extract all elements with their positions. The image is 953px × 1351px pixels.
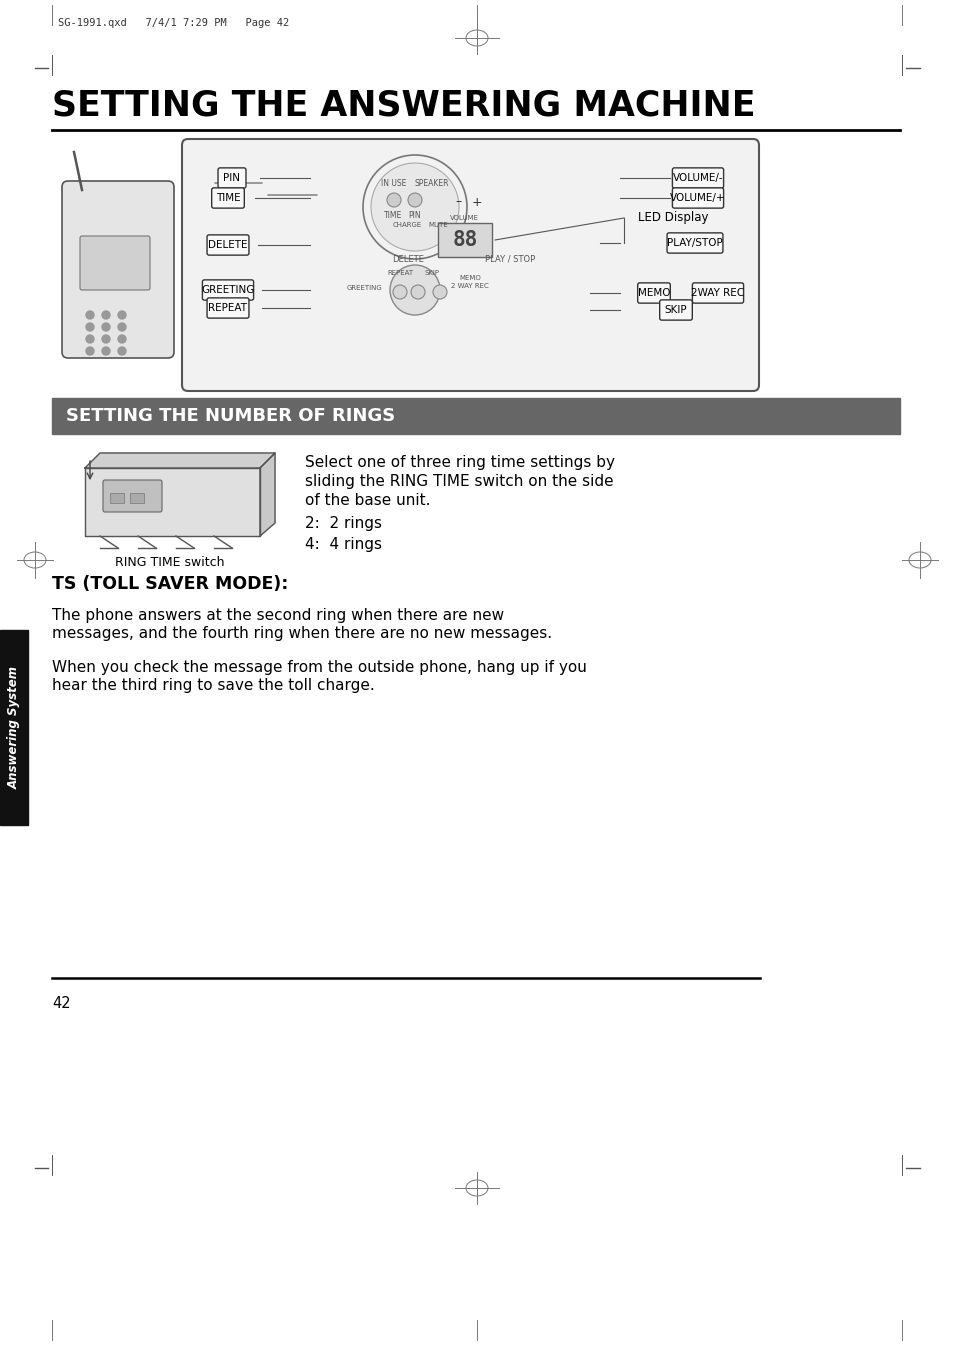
- Bar: [52, 399, 899, 434]
- Text: +: +: [471, 196, 482, 208]
- Text: Select one of three ring time settings by: Select one of three ring time settings b…: [305, 455, 615, 470]
- FancyBboxPatch shape: [672, 168, 722, 188]
- Circle shape: [118, 335, 126, 343]
- Text: SETTING THE ANSWERING MACHINE: SETTING THE ANSWERING MACHINE: [52, 88, 755, 122]
- Text: PIN: PIN: [408, 211, 421, 219]
- Text: SPEAKER: SPEAKER: [415, 180, 449, 189]
- Circle shape: [390, 265, 439, 315]
- Polygon shape: [85, 453, 274, 467]
- FancyBboxPatch shape: [212, 188, 244, 208]
- Text: GREETING: GREETING: [346, 285, 381, 290]
- Circle shape: [387, 193, 400, 207]
- Text: VOLUME/-: VOLUME/-: [672, 173, 722, 182]
- Text: When you check the message from the outside phone, hang up if you: When you check the message from the outs…: [52, 661, 586, 676]
- Text: MEMO
2 WAY REC: MEMO 2 WAY REC: [451, 276, 488, 289]
- Text: REPEAT: REPEAT: [387, 270, 413, 276]
- Text: sliding the RING TIME switch on the side: sliding the RING TIME switch on the side: [305, 474, 613, 489]
- Bar: [110, 493, 124, 503]
- Text: TIME: TIME: [383, 211, 402, 219]
- Circle shape: [86, 323, 94, 331]
- Circle shape: [102, 323, 110, 331]
- Text: RING TIME switch: RING TIME switch: [115, 557, 225, 569]
- Bar: [0, 630, 28, 825]
- Text: LED Display: LED Display: [638, 212, 708, 224]
- FancyBboxPatch shape: [62, 181, 173, 358]
- Text: PLAY / STOP: PLAY / STOP: [484, 255, 535, 263]
- Circle shape: [411, 285, 424, 299]
- Text: –: –: [456, 196, 461, 208]
- FancyBboxPatch shape: [80, 236, 150, 290]
- Circle shape: [86, 347, 94, 355]
- Text: MEMO: MEMO: [638, 288, 670, 299]
- Text: GREETING: GREETING: [201, 285, 254, 295]
- Circle shape: [408, 193, 421, 207]
- FancyBboxPatch shape: [692, 282, 742, 303]
- FancyBboxPatch shape: [437, 223, 492, 257]
- Text: REPEAT: REPEAT: [209, 303, 247, 313]
- Text: DELETE: DELETE: [208, 240, 248, 250]
- Text: PIN: PIN: [223, 173, 240, 182]
- Bar: [130, 493, 144, 503]
- Text: 2WAY REC: 2WAY REC: [691, 288, 743, 299]
- Text: CHARGE: CHARGE: [392, 222, 421, 228]
- FancyBboxPatch shape: [672, 188, 722, 208]
- Circle shape: [102, 335, 110, 343]
- Text: SETTING THE NUMBER OF RINGS: SETTING THE NUMBER OF RINGS: [66, 407, 395, 426]
- Circle shape: [118, 311, 126, 319]
- FancyBboxPatch shape: [637, 282, 670, 303]
- FancyBboxPatch shape: [207, 235, 249, 255]
- FancyBboxPatch shape: [202, 280, 253, 300]
- FancyBboxPatch shape: [103, 480, 162, 512]
- Text: The phone answers at the second ring when there are new: The phone answers at the second ring whe…: [52, 608, 503, 623]
- FancyBboxPatch shape: [218, 168, 246, 188]
- Circle shape: [118, 347, 126, 355]
- Text: DELETE: DELETE: [392, 255, 423, 263]
- Polygon shape: [85, 467, 260, 536]
- Text: 88: 88: [452, 230, 477, 250]
- FancyBboxPatch shape: [666, 232, 722, 253]
- FancyBboxPatch shape: [207, 297, 249, 317]
- Text: SG-1991.qxd   7/4/1 7:29 PM   Page 42: SG-1991.qxd 7/4/1 7:29 PM Page 42: [58, 18, 289, 28]
- Text: hear the third ring to save the toll charge.: hear the third ring to save the toll cha…: [52, 678, 375, 693]
- Circle shape: [102, 347, 110, 355]
- Text: of the base unit.: of the base unit.: [305, 493, 430, 508]
- Text: TS (TOLL SAVER MODE):: TS (TOLL SAVER MODE):: [52, 576, 288, 593]
- Text: 4:  4 rings: 4: 4 rings: [305, 536, 381, 553]
- Circle shape: [371, 163, 458, 251]
- Text: VOLUME: VOLUME: [449, 215, 478, 222]
- Text: messages, and the fourth ring when there are no new messages.: messages, and the fourth ring when there…: [52, 626, 552, 640]
- Circle shape: [393, 285, 407, 299]
- Circle shape: [118, 323, 126, 331]
- Text: VOLUME/+: VOLUME/+: [670, 193, 725, 203]
- Circle shape: [86, 311, 94, 319]
- Text: 2:  2 rings: 2: 2 rings: [305, 516, 381, 531]
- Text: MUTE: MUTE: [428, 222, 447, 228]
- Text: Answering System: Answering System: [8, 666, 20, 789]
- FancyBboxPatch shape: [659, 300, 692, 320]
- Text: PLAY/STOP: PLAY/STOP: [666, 238, 722, 249]
- FancyBboxPatch shape: [182, 139, 759, 390]
- Circle shape: [433, 285, 447, 299]
- Circle shape: [102, 311, 110, 319]
- Circle shape: [86, 335, 94, 343]
- Text: IN USE: IN USE: [381, 180, 406, 189]
- Text: TIME: TIME: [215, 193, 240, 203]
- Text: SKIP: SKIP: [424, 270, 439, 276]
- Polygon shape: [260, 453, 274, 536]
- Text: SKIP: SKIP: [664, 305, 686, 315]
- Text: 42: 42: [52, 996, 71, 1011]
